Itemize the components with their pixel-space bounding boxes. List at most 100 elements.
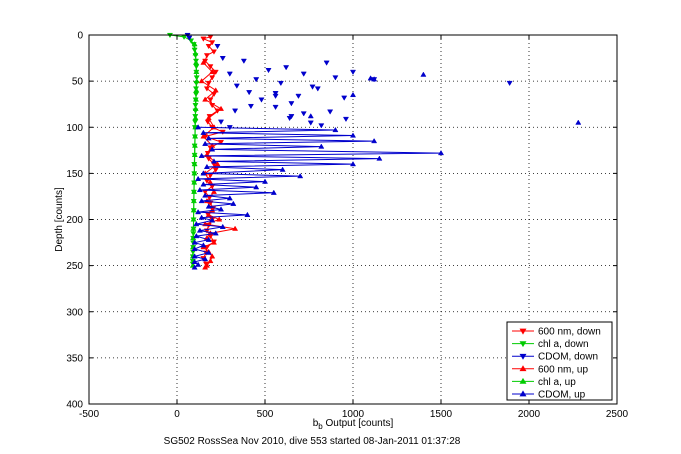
y-tick-label: 350 [66, 353, 83, 364]
data-point [191, 161, 198, 167]
data-point [198, 152, 205, 158]
data-point [191, 188, 198, 194]
data-point [376, 155, 383, 161]
data-point [371, 76, 378, 82]
data-point [198, 214, 205, 220]
series-6 [307, 71, 582, 125]
x-axis-label-subscript: b [318, 422, 323, 431]
data-point [277, 80, 284, 87]
data-point [209, 217, 216, 223]
data-point [192, 114, 199, 121]
data-point [205, 80, 212, 87]
data-point [193, 233, 200, 239]
data-point [205, 203, 212, 209]
data-point [202, 264, 209, 270]
data-point [195, 261, 202, 267]
data-point [314, 86, 321, 92]
data-point [191, 258, 198, 265]
data-point [205, 44, 212, 50]
data-point [210, 188, 217, 194]
data-point [190, 216, 197, 222]
data-point [191, 253, 198, 259]
data-point [240, 58, 247, 64]
y-tick-label: 200 [66, 215, 83, 226]
data-point [219, 55, 226, 62]
legend-label: 600 nm, down [538, 327, 601, 338]
data-point [200, 129, 207, 135]
data-point [272, 93, 279, 99]
data-point [207, 257, 214, 264]
data-point [342, 116, 349, 123]
x-axis-label-prefix: b [313, 418, 319, 429]
data-point [209, 253, 216, 259]
series-4 [189, 41, 200, 268]
legend-marker [519, 377, 527, 384]
data-point [192, 59, 200, 65]
data-point [226, 71, 233, 77]
legend-item: 600 nm, down [512, 327, 601, 338]
data-point [210, 239, 217, 245]
x-tick-label: 500 [257, 409, 274, 420]
data-point [190, 197, 197, 204]
x-axis-label-suffix: Output [counts] [323, 418, 394, 429]
legend-item: CDOM, up [512, 390, 586, 401]
data-point [219, 223, 226, 229]
data-point [205, 211, 212, 217]
data-point [318, 143, 325, 149]
data-point [192, 133, 199, 139]
data-point [288, 101, 295, 107]
data-point [258, 97, 265, 103]
data-point [318, 123, 325, 129]
data-point [193, 78, 200, 84]
data-point [191, 41, 198, 47]
legend-marker [519, 365, 527, 372]
data-point [265, 67, 272, 74]
data-point [232, 108, 239, 114]
data-point [202, 192, 209, 198]
data-point [207, 64, 214, 70]
data-point [323, 60, 330, 66]
data-point [190, 225, 197, 231]
data-point [191, 179, 198, 185]
data-point [307, 113, 314, 119]
data-point [209, 68, 216, 74]
data-point [192, 105, 199, 111]
data-point [205, 249, 212, 255]
data-point [198, 197, 205, 204]
y-tick-label: 50 [72, 77, 84, 88]
data-point [200, 170, 207, 176]
legend-item: chl a, up [512, 377, 576, 388]
data-point [349, 132, 357, 138]
y-tick-label: 300 [66, 307, 83, 318]
data-point [203, 86, 210, 92]
legend-item: chl a, down [512, 339, 589, 350]
data-point [233, 83, 240, 89]
data-point [205, 114, 212, 121]
data-point [202, 256, 209, 262]
data-point [192, 50, 199, 56]
data-point [212, 167, 219, 173]
legend-label: chl a, down [538, 339, 589, 350]
data-point [200, 133, 207, 139]
data-point [198, 78, 205, 84]
y-tick-label: 400 [66, 400, 83, 411]
data-point [283, 65, 290, 71]
data-point [217, 206, 225, 212]
data-point [191, 142, 198, 148]
y-axis-label: Depth [counts] [54, 187, 65, 252]
series-5 [191, 124, 445, 270]
grid [89, 35, 617, 404]
data-point [575, 119, 582, 125]
data-point [332, 75, 339, 81]
data-point [232, 225, 239, 231]
data-point [309, 84, 316, 90]
data-point [217, 105, 225, 111]
data-point [420, 71, 427, 77]
data-point [244, 211, 251, 217]
y-tick-label: 150 [66, 169, 83, 180]
data-point [217, 139, 225, 146]
data-point [209, 146, 216, 152]
data-point [209, 75, 216, 81]
